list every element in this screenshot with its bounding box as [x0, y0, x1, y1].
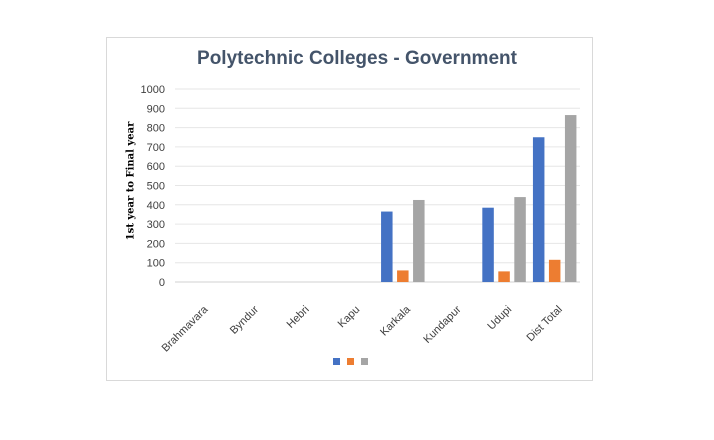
y-tick-label: 100: [147, 258, 165, 270]
legend-swatch: [347, 358, 354, 365]
x-tick-label: Byndur: [228, 303, 261, 336]
x-tick-label: Karkala: [378, 303, 413, 338]
bar: [482, 207, 494, 282]
chart-area: [106, 37, 593, 381]
y-tick-label: 800: [147, 123, 165, 135]
bar: [548, 259, 561, 282]
bar: [564, 115, 577, 283]
legend-swatch: [361, 358, 368, 365]
bar: [413, 199, 425, 282]
y-tick-label: 0: [159, 277, 165, 289]
bar: [381, 211, 393, 282]
y-axis-ticks: 0 100 200 300 400 500 600 700 800 900 1000: [141, 84, 165, 289]
y-tick-label: 700: [147, 142, 165, 154]
bar: [397, 270, 409, 282]
legend: [333, 358, 368, 365]
x-tick-label: Kundapur: [421, 303, 463, 345]
y-tick-label: 500: [147, 181, 165, 193]
y-tick-label: 600: [147, 161, 165, 173]
x-tick-label: Udupi: [485, 304, 514, 333]
x-tick-label: Brahmavara: [160, 303, 211, 354]
y-tick-label: 300: [147, 219, 165, 231]
y-tick-label: 400: [147, 200, 165, 212]
bar-series: [381, 115, 577, 283]
x-tick-label: Dist Total: [524, 304, 564, 344]
y-tick-label: 200: [147, 238, 165, 250]
bar: [514, 197, 526, 282]
x-tick-label: Hebri: [285, 304, 312, 331]
chart-title: Polytechnic Colleges - Government: [197, 48, 517, 69]
legend-swatch: [333, 358, 340, 365]
y-tick-label: 1000: [141, 84, 165, 96]
y-tick-label: 900: [147, 103, 165, 115]
bar: [498, 271, 510, 282]
gridlines: [175, 88, 580, 283]
x-axis-ticks: Brahmavara Byndur Hebri Kapu Karkala Kundapur…: [160, 303, 565, 354]
x-tick-label: Kapu: [336, 304, 363, 331]
bar: [532, 137, 545, 282]
